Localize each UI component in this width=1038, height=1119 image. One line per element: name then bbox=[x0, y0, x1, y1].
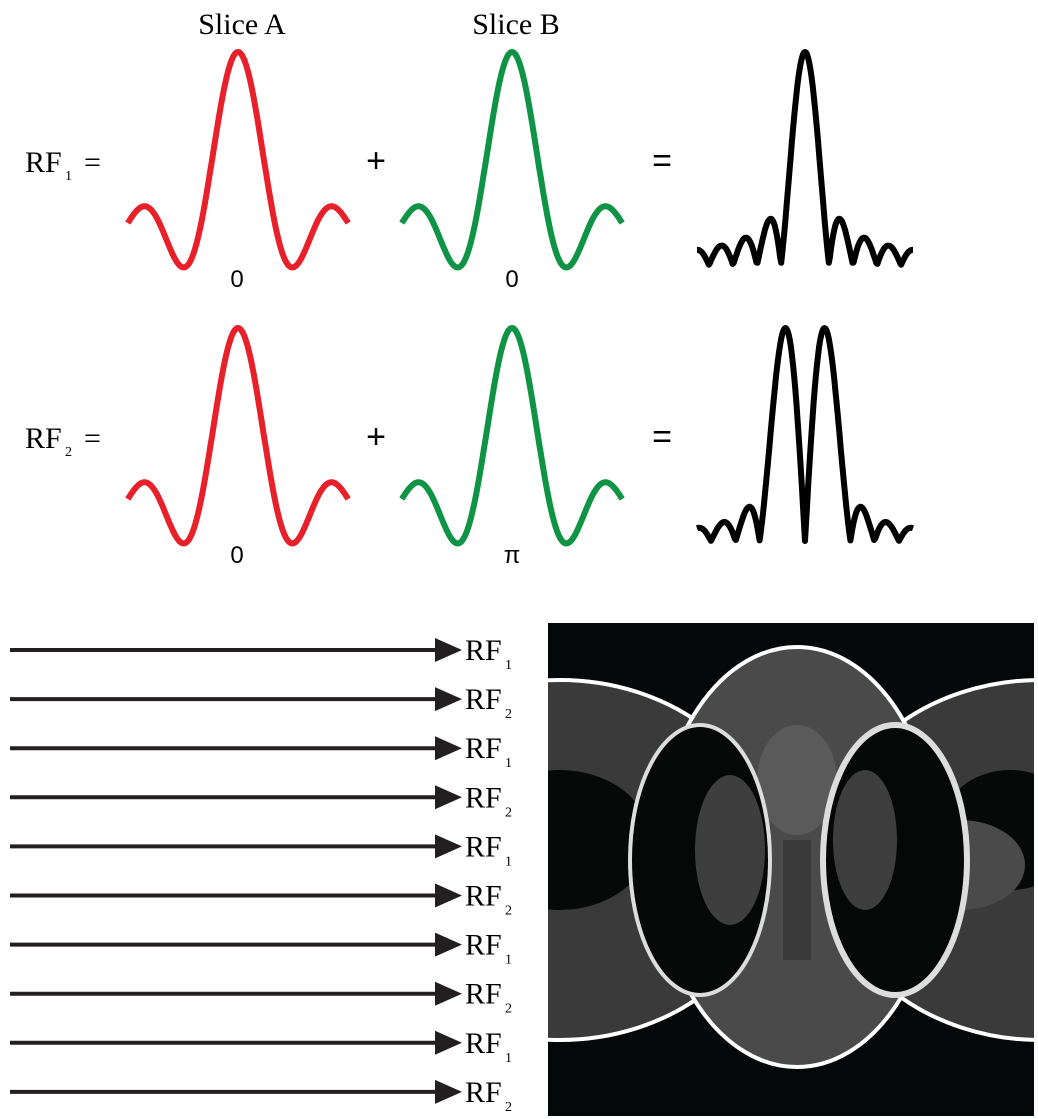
phase-b: 0 bbox=[505, 266, 518, 293]
rf-label: RF bbox=[25, 146, 62, 179]
rf-subscript: 1 bbox=[505, 658, 512, 673]
arrow-head bbox=[435, 785, 462, 809]
phase-a: 0 bbox=[230, 266, 243, 293]
rf-subscript: 2 bbox=[505, 707, 512, 722]
slice-b-pulse bbox=[402, 328, 622, 543]
arrow-head bbox=[435, 1080, 462, 1104]
rf-label: RF bbox=[465, 880, 502, 913]
rf-label: RF bbox=[25, 422, 62, 455]
rf-subscript: 1 bbox=[505, 953, 512, 968]
figure: Slice A Slice B RF1=+=00RF2=+=0π RF1RF2R… bbox=[0, 0, 1038, 1119]
rf-label: RF bbox=[465, 929, 502, 962]
arrow-head bbox=[435, 638, 462, 662]
arrow-head bbox=[435, 834, 462, 858]
phase-b: π bbox=[504, 542, 521, 569]
slice-b-pulse bbox=[402, 52, 622, 267]
phase-a: 0 bbox=[230, 542, 243, 569]
rf-subscript: 1 bbox=[65, 169, 72, 184]
rf-subscript: 2 bbox=[505, 904, 512, 919]
slice-b-title: Slice B bbox=[472, 8, 560, 41]
combined-pulse bbox=[697, 52, 913, 265]
rf-subscript: 2 bbox=[505, 1002, 512, 1017]
rf-label: RF bbox=[465, 1076, 502, 1109]
rf-subscript: 2 bbox=[505, 805, 512, 820]
slice-a-pulse bbox=[128, 52, 348, 267]
plus-sign: + bbox=[366, 142, 386, 180]
slice-a-title: Slice A bbox=[198, 8, 286, 41]
rf-subscript: 1 bbox=[505, 1051, 512, 1066]
arrow-head bbox=[435, 736, 462, 760]
rf-subscript: 1 bbox=[505, 756, 512, 771]
equals-sign: = bbox=[84, 422, 101, 455]
rf-label: RF bbox=[465, 634, 502, 667]
rf-subscript: 2 bbox=[505, 1100, 512, 1115]
rf-subscript: 1 bbox=[505, 854, 512, 869]
rf-label: RF bbox=[465, 683, 502, 716]
equals-sign: = bbox=[84, 146, 101, 179]
rf-label: RF bbox=[465, 732, 502, 765]
equals-sign: = bbox=[652, 142, 672, 180]
arrow-head bbox=[435, 982, 462, 1006]
arrow-head bbox=[435, 687, 462, 711]
rf-label: RF bbox=[465, 1027, 502, 1060]
rf-label: RF bbox=[465, 781, 502, 814]
plus-sign: + bbox=[366, 418, 386, 456]
arrow-head bbox=[435, 1031, 462, 1055]
combined-pulse bbox=[697, 328, 913, 541]
arrow-head bbox=[435, 933, 462, 957]
rf-label: RF bbox=[465, 978, 502, 1011]
rf-subscript: 2 bbox=[65, 445, 72, 460]
equals-sign: = bbox=[652, 418, 672, 456]
slice-a-pulse bbox=[128, 328, 348, 543]
rf-label: RF bbox=[465, 830, 502, 863]
arrow-head bbox=[435, 884, 462, 908]
waveforms bbox=[128, 52, 913, 543]
